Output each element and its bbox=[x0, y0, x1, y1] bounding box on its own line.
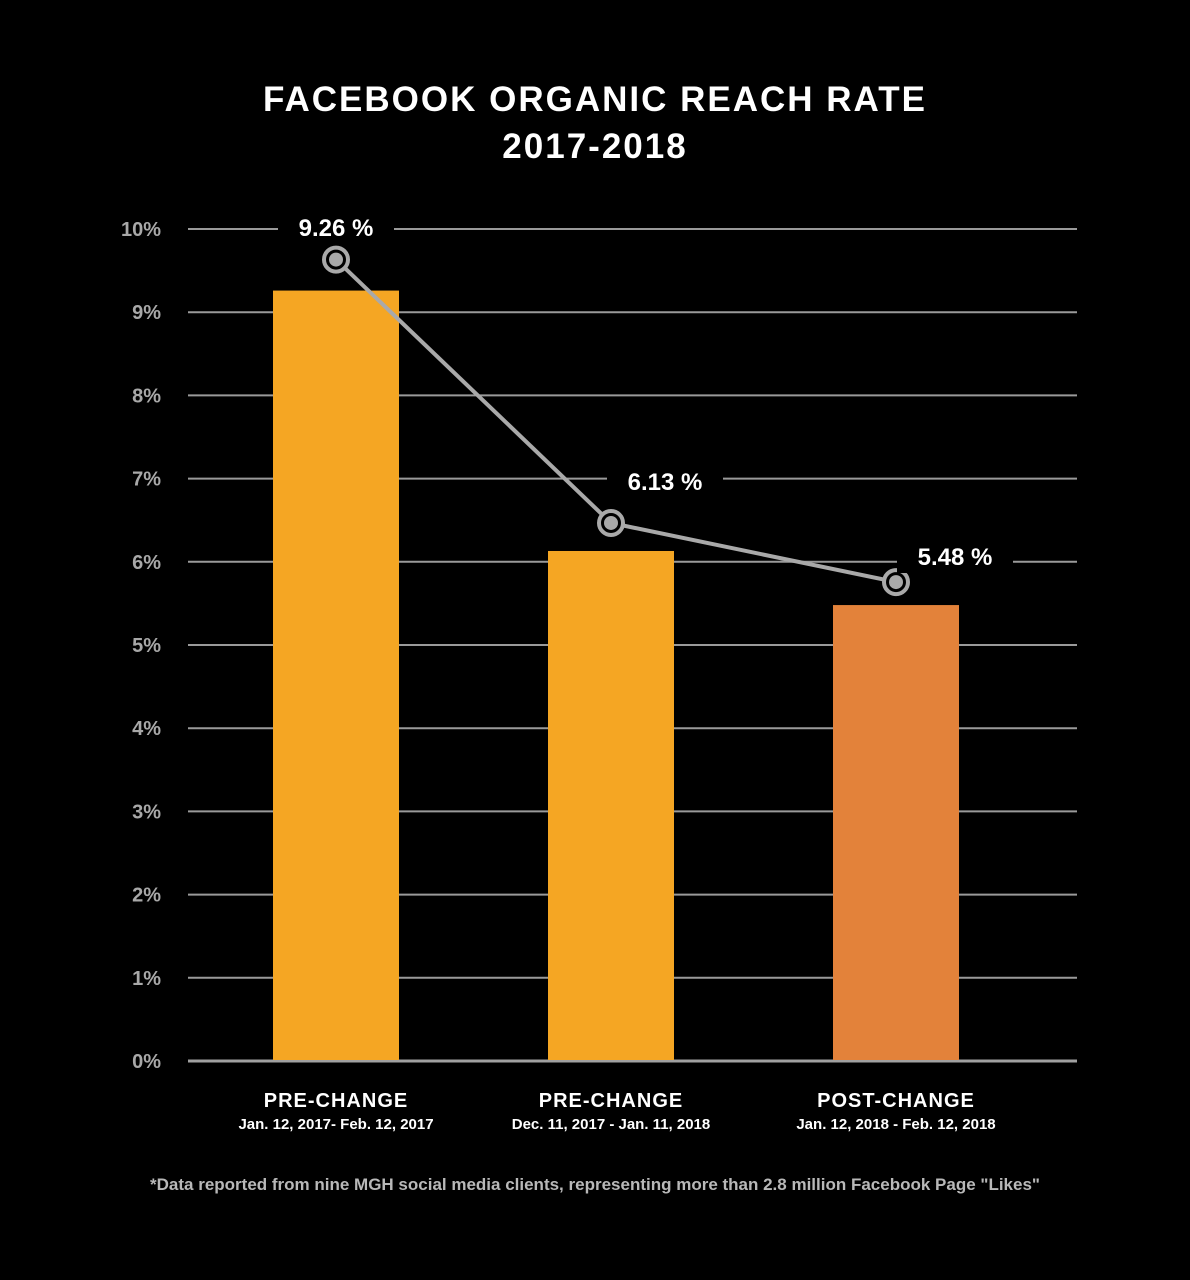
x-axis-categories: PRE-CHANGE Jan. 12, 2017- Feb. 12, 2017 PR… bbox=[238, 1090, 995, 1133]
line-point bbox=[604, 515, 618, 530]
y-axis-ticks: 0% 1% 2% 3% 4% 5% 6% 7% 8% 9% 10% bbox=[121, 219, 161, 1073]
line-point bbox=[329, 252, 343, 267]
data-label: 5.48 % bbox=[918, 544, 993, 571]
line-point bbox=[889, 575, 903, 590]
y-tick-label: 0% bbox=[132, 1051, 161, 1073]
y-tick-label: 10% bbox=[121, 219, 161, 241]
data-label: 6.13 % bbox=[628, 469, 703, 496]
chart-title: FACEBOOK ORGANIC REACH RATE bbox=[263, 80, 927, 119]
y-tick-label: 4% bbox=[132, 718, 161, 740]
footnote: *Data reported from nine MGH social medi… bbox=[150, 1175, 1040, 1194]
y-tick-label: 5% bbox=[132, 635, 161, 657]
x-category-label: PRE-CHANGE bbox=[264, 1090, 408, 1112]
x-category-date-range: Jan. 12, 2018 - Feb. 12, 2018 bbox=[796, 1116, 995, 1133]
data-label-bg bbox=[897, 541, 1013, 573]
trend-line bbox=[322, 245, 910, 597]
bar bbox=[273, 290, 399, 1060]
chart-subtitle: 2017-2018 bbox=[502, 127, 688, 166]
x-category-label: PRE-CHANGE bbox=[539, 1090, 683, 1112]
data-label-bg bbox=[607, 466, 723, 498]
data-label-bg bbox=[278, 212, 394, 244]
bar bbox=[833, 605, 959, 1060]
y-tick-label: 8% bbox=[132, 385, 161, 407]
x-category-date-range: Jan. 12, 2017- Feb. 12, 2017 bbox=[238, 1116, 433, 1133]
y-tick-label: 1% bbox=[132, 968, 161, 990]
data-labels: 9.26 % 6.13 % 5.48 % bbox=[278, 212, 1013, 573]
x-category-label: POST-CHANGE bbox=[817, 1090, 975, 1112]
y-tick-label: 3% bbox=[132, 801, 161, 823]
y-tick-label: 9% bbox=[132, 302, 161, 324]
data-label: 9.26 % bbox=[299, 215, 374, 242]
y-tick-label: 6% bbox=[132, 552, 161, 574]
bar bbox=[548, 550, 674, 1060]
bars bbox=[273, 290, 959, 1060]
x-category-date-range: Dec. 11, 2017 - Jan. 11, 2018 bbox=[512, 1116, 711, 1133]
y-tick-label: 7% bbox=[132, 469, 161, 491]
y-tick-label: 2% bbox=[132, 885, 161, 907]
